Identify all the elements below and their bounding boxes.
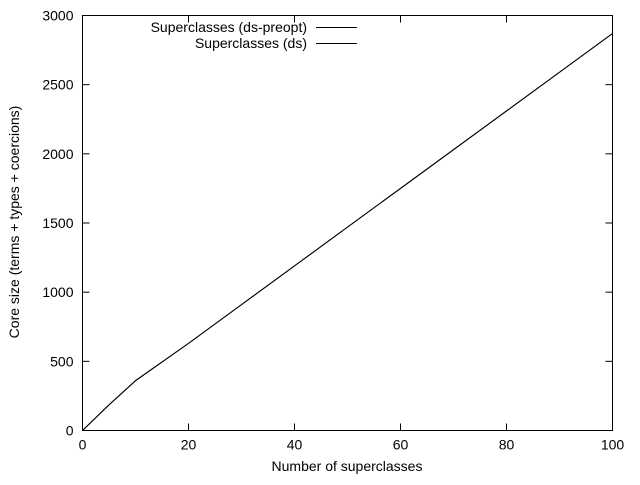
x-tick-label: 0 bbox=[79, 437, 87, 453]
legend: Superclasses (ds-preopt)Superclasses (ds… bbox=[151, 19, 357, 51]
series-layer bbox=[82, 33, 613, 431]
y-axis-label: Core size (terms + types + coercions) bbox=[6, 106, 22, 339]
x-tick-label: 80 bbox=[499, 437, 515, 453]
y-tick-label: 1500 bbox=[42, 215, 73, 231]
x-tick-label: 100 bbox=[601, 437, 625, 453]
series-line-2 bbox=[82, 33, 613, 431]
y-tick-label: 1000 bbox=[42, 284, 73, 300]
y-tick-label: 500 bbox=[50, 353, 74, 369]
x-tick-label: 20 bbox=[181, 437, 197, 453]
x-tick-label: 40 bbox=[287, 437, 303, 453]
y-tick-label: 3000 bbox=[42, 8, 73, 24]
plot-frame bbox=[82, 15, 613, 431]
y-tick-label: 2500 bbox=[42, 77, 73, 93]
series-line-1 bbox=[82, 33, 613, 431]
x-axis-label: Number of superclasses bbox=[272, 458, 423, 474]
y-tick-label: 0 bbox=[66, 423, 74, 439]
y-tick-label: 2000 bbox=[42, 146, 73, 162]
legend-label-1: Superclasses (ds-preopt) bbox=[151, 19, 307, 35]
x-tick-label: 60 bbox=[393, 437, 409, 453]
legend-label-2: Superclasses (ds) bbox=[195, 35, 307, 51]
